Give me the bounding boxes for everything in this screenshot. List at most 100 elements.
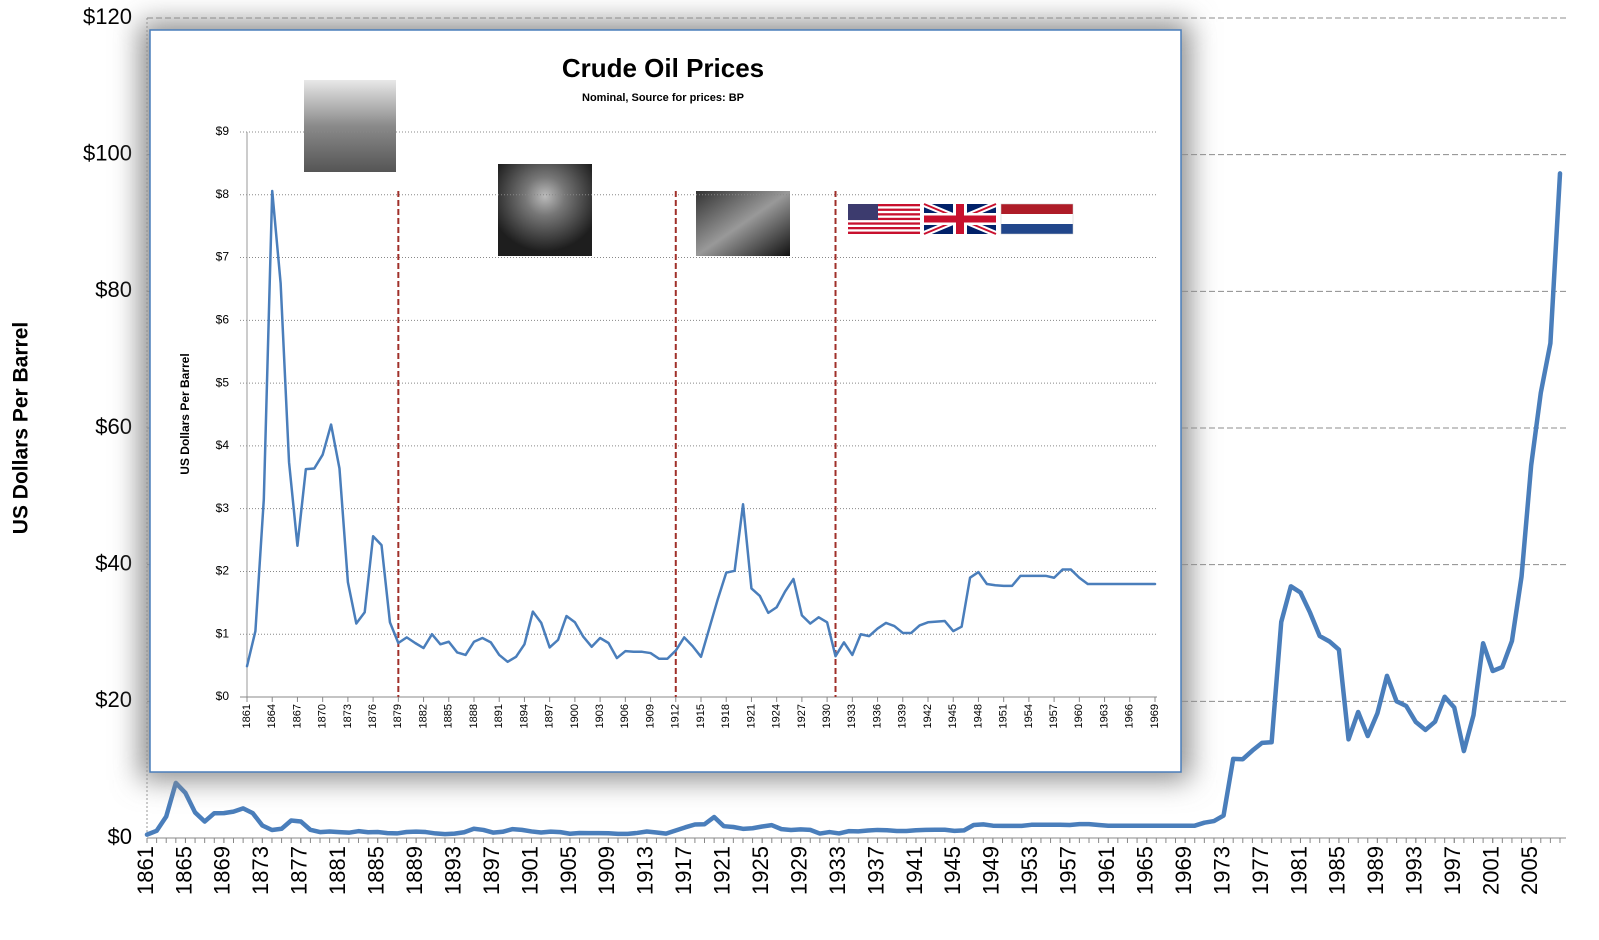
- x-tick-label: 1921: [745, 704, 757, 728]
- x-tick-label: 1941: [902, 846, 927, 895]
- x-tick-label: 1948: [972, 704, 984, 728]
- y-tick-label: $6: [216, 313, 230, 327]
- x-tick-label: 1930: [821, 704, 833, 728]
- x-tick-label: 1969: [1171, 846, 1196, 895]
- x-tick-label: 1981: [1286, 846, 1311, 895]
- x-tick-label: 1889: [402, 846, 427, 895]
- x-tick-label: 1933: [825, 846, 850, 895]
- x-tick-label: 1864: [266, 704, 278, 728]
- us-flag: [848, 204, 920, 234]
- x-tick-label: 1936: [871, 704, 883, 728]
- y-tick-label: $5: [216, 375, 230, 389]
- inset-subtitle: Nominal, Source for prices: BP: [582, 92, 744, 104]
- x-tick-label: 1873: [342, 704, 354, 728]
- x-tick-label: 1909: [644, 704, 656, 728]
- x-tick-label: 1912: [670, 704, 682, 728]
- x-tick-label: 1879: [392, 704, 404, 728]
- y-tick-label: $2: [216, 564, 230, 578]
- x-tick-label: 1905: [556, 846, 581, 895]
- x-tick-label: 1969: [1149, 704, 1161, 728]
- price-line: [245, 189, 1157, 668]
- x-tick-label: 1937: [863, 846, 888, 895]
- y-axis-label: US Dollars Per Barrel: [10, 322, 33, 534]
- y-tick-label: $9: [216, 124, 230, 138]
- x-tick-label: 1882: [417, 704, 429, 728]
- x-tick-label: 1963: [1098, 704, 1110, 728]
- price-line: [144, 171, 1563, 837]
- x-tick-label: 1900: [569, 704, 581, 728]
- x-tick-label: 1917: [671, 846, 696, 895]
- x-tick-label: 1973: [1209, 846, 1234, 895]
- x-tick-label: 1921: [710, 846, 735, 895]
- x-tick-label: 1894: [518, 704, 530, 728]
- x-tick-label: 1885: [443, 704, 455, 728]
- x-tick-label: 1913: [633, 846, 658, 895]
- inset-y-axis-label: US Dollars Per Barrel: [178, 353, 192, 474]
- x-tick-label: 1873: [248, 846, 273, 895]
- x-tick-label: 1869: [210, 846, 235, 895]
- x-tick-label: 1891: [493, 704, 505, 728]
- x-tick-label: 2001: [1479, 846, 1504, 895]
- x-tick-label: 1885: [364, 846, 389, 895]
- y-tick-label: $7: [216, 250, 230, 264]
- x-tick-label: 1993: [1402, 846, 1427, 895]
- x-tick-label: 1865: [171, 846, 196, 895]
- x-tick-label: 1909: [594, 846, 619, 895]
- x-tick-label: 1997: [1440, 846, 1465, 895]
- x-tick-label: 1942: [922, 704, 934, 728]
- x-tick-label: 1933: [846, 704, 858, 728]
- x-tick-label: 1957: [1048, 704, 1060, 728]
- x-tick-label: 1897: [544, 704, 556, 728]
- y-tick-label: $20: [95, 687, 132, 712]
- x-tick-label: 1915: [695, 704, 707, 728]
- y-tick-label: $120: [83, 4, 132, 29]
- x-tick-label: 1876: [367, 704, 379, 728]
- x-tick-label: 1985: [1325, 846, 1350, 895]
- x-tick-label: 1951: [998, 704, 1010, 728]
- x-tick-label: 1977: [1248, 846, 1273, 895]
- uk-flag: [922, 201, 998, 237]
- y-tick-label: $40: [95, 550, 132, 575]
- x-tick-label: 1901: [517, 846, 542, 895]
- x-tick-label: 1893: [440, 846, 465, 895]
- x-tick-label: 1965: [1132, 846, 1157, 895]
- x-tick-label: 2005: [1517, 846, 1542, 895]
- y-tick-label: $0: [216, 689, 230, 703]
- x-tick-label: 1877: [287, 846, 312, 895]
- y-tick-label: $80: [95, 277, 132, 302]
- x-tick-label: 1945: [947, 704, 959, 728]
- x-tick-label: 1925: [748, 846, 773, 895]
- outer-chart: US Dollars Per Barrel $0 $20 $40 $60 $80 $100…: [10, 4, 1566, 895]
- x-tick-label: 1957: [1056, 846, 1081, 895]
- x-tick-label: 1927: [796, 704, 808, 728]
- portrait-photo: [498, 164, 592, 256]
- dancers-photo: [696, 191, 790, 256]
- x-tick-label: 1903: [594, 704, 606, 728]
- y-tick-label: $60: [95, 414, 132, 439]
- x-tick-label: 1870: [317, 704, 329, 728]
- dutch-flag: [1000, 203, 1074, 235]
- x-tick-label: 1906: [619, 704, 631, 728]
- x-tick-label: 1945: [940, 846, 965, 895]
- x-tick-label: 1949: [979, 846, 1004, 895]
- x-tick-label: 1861: [133, 846, 158, 895]
- x-tick-label: 1989: [1363, 846, 1388, 895]
- y-tick-label: $0: [108, 824, 132, 849]
- x-tick-label: 1953: [1017, 846, 1042, 895]
- x-tick-label: 1924: [771, 704, 783, 728]
- x-tick-label: 1918: [720, 704, 732, 728]
- x-tick-label: 1897: [479, 846, 504, 895]
- inset-chart: Crude Oil Prices Nominal, Source for pri…: [149, 29, 1182, 773]
- y-tick-label: $100: [83, 140, 132, 165]
- x-tick-label: 1861: [241, 704, 253, 728]
- inset-title: Crude Oil Prices: [562, 53, 764, 83]
- x-tick-label: 1954: [1023, 704, 1035, 728]
- x-tick-label: 1960: [1073, 704, 1085, 728]
- x-tick-label: 1888: [468, 704, 480, 728]
- x-tick-label: 1881: [325, 846, 350, 895]
- y-tick-label: $3: [216, 501, 230, 515]
- y-tick-label: $1: [216, 626, 230, 640]
- x-tick-label: 1929: [786, 846, 811, 895]
- x-tick-label: 1961: [1094, 846, 1119, 895]
